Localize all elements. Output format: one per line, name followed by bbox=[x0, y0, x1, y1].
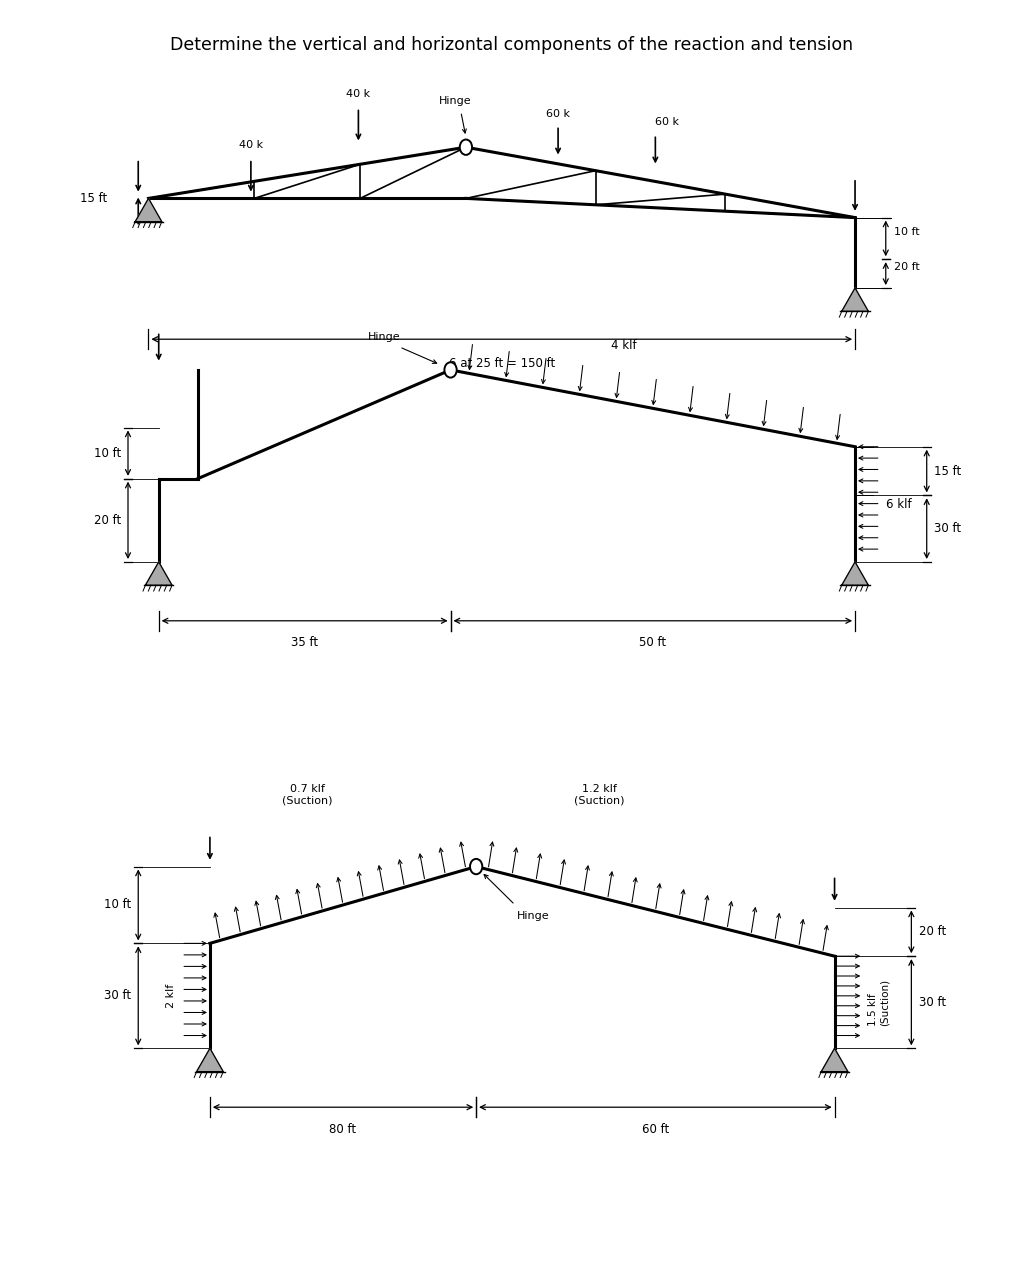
Text: 1.5 klf
(Suction): 1.5 klf (Suction) bbox=[868, 979, 890, 1025]
Text: Hinge: Hinge bbox=[439, 96, 472, 106]
Circle shape bbox=[460, 140, 472, 155]
Text: 40 k: 40 k bbox=[239, 140, 263, 150]
Text: 30 ft: 30 ft bbox=[934, 522, 961, 535]
Text: 10 ft: 10 ft bbox=[894, 227, 920, 237]
Polygon shape bbox=[842, 562, 868, 585]
Text: 60 ft: 60 ft bbox=[642, 1123, 669, 1135]
Text: 80 ft: 80 ft bbox=[330, 1123, 356, 1135]
Text: Hinge: Hinge bbox=[517, 911, 550, 922]
Text: Hinge: Hinge bbox=[368, 332, 400, 342]
Circle shape bbox=[470, 859, 482, 874]
Text: 0.7 klf
(Suction): 0.7 klf (Suction) bbox=[282, 783, 333, 805]
Polygon shape bbox=[821, 1048, 848, 1071]
Text: 30 ft: 30 ft bbox=[919, 996, 945, 1009]
Text: 10 ft: 10 ft bbox=[93, 447, 121, 460]
Text: 6 at 25 ft = 150 ft: 6 at 25 ft = 150 ft bbox=[449, 357, 555, 370]
Text: 20 ft: 20 ft bbox=[93, 513, 121, 527]
Text: 6 klf: 6 klf bbox=[886, 498, 911, 511]
Polygon shape bbox=[135, 198, 162, 221]
Text: 60 k: 60 k bbox=[655, 116, 679, 127]
Text: 40 k: 40 k bbox=[346, 88, 371, 99]
Text: 30 ft: 30 ft bbox=[104, 989, 131, 1002]
Text: 15 ft: 15 ft bbox=[80, 192, 108, 205]
Circle shape bbox=[444, 362, 457, 378]
Polygon shape bbox=[145, 562, 172, 585]
Text: Determine the vertical and horizontal components of the reaction and tension: Determine the vertical and horizontal co… bbox=[170, 36, 854, 54]
Polygon shape bbox=[842, 288, 868, 311]
Text: 50 ft: 50 ft bbox=[639, 636, 667, 649]
Text: 20 ft: 20 ft bbox=[919, 925, 946, 938]
Polygon shape bbox=[197, 1048, 223, 1071]
Text: 1.2 klf
(Suction): 1.2 klf (Suction) bbox=[573, 783, 625, 805]
Text: 10 ft: 10 ft bbox=[103, 899, 131, 911]
Text: 35 ft: 35 ft bbox=[291, 636, 318, 649]
Text: 60 k: 60 k bbox=[546, 109, 570, 119]
Text: 4 klf: 4 klf bbox=[611, 339, 637, 352]
Text: 20 ft: 20 ft bbox=[894, 262, 920, 273]
Text: 2 klf: 2 klf bbox=[166, 984, 176, 1007]
Text: 15 ft: 15 ft bbox=[934, 465, 962, 477]
